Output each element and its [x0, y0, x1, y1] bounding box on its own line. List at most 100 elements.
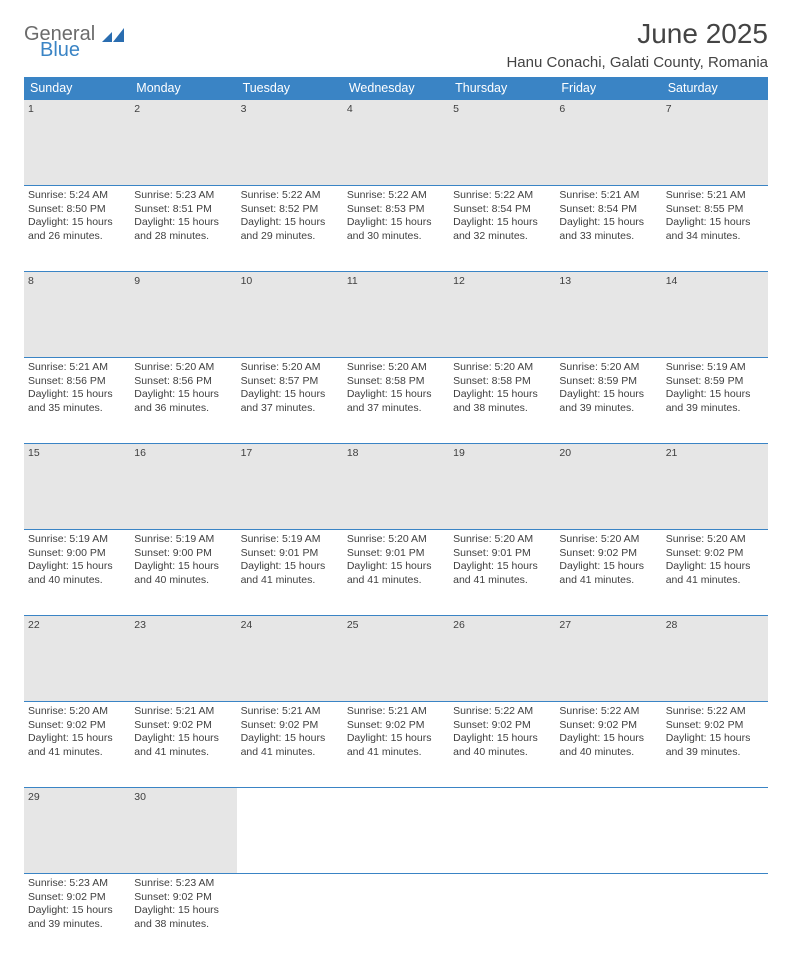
- day-detail-cell: Sunrise: 5:20 AMSunset: 9:02 PMDaylight:…: [24, 702, 130, 788]
- daylight-line: Daylight: 15 hours and 39 minutes.: [559, 388, 657, 415]
- weekday-header: Monday: [130, 77, 236, 100]
- sunrise-line: Sunrise: 5:20 AM: [559, 361, 657, 375]
- weekday-header-row: SundayMondayTuesdayWednesdayThursdayFrid…: [24, 77, 768, 100]
- day-number-cell: 9: [130, 272, 236, 358]
- sunset-line: Sunset: 9:02 PM: [241, 719, 339, 733]
- sunrise-line: Sunrise: 5:24 AM: [28, 189, 126, 203]
- sunset-line: Sunset: 9:00 PM: [28, 547, 126, 561]
- day-detail-cell: Sunrise: 5:20 AMSunset: 9:01 PMDaylight:…: [449, 530, 555, 616]
- sunset-line: Sunset: 9:01 PM: [347, 547, 445, 561]
- daylight-line: Daylight: 15 hours and 26 minutes.: [28, 216, 126, 243]
- sunrise-line: Sunrise: 5:21 AM: [28, 361, 126, 375]
- day-number-cell: 2: [130, 100, 236, 186]
- day-number-cell: 14: [662, 272, 768, 358]
- day-detail-cell: Sunrise: 5:21 AMSunset: 9:02 PMDaylight:…: [343, 702, 449, 788]
- month-title: June 2025: [506, 18, 768, 50]
- daylight-line: Daylight: 15 hours and 41 minutes.: [347, 732, 445, 759]
- weekday-header: Sunday: [24, 77, 130, 100]
- sunset-line: Sunset: 9:02 PM: [28, 891, 126, 905]
- daylight-line: Daylight: 15 hours and 41 minutes.: [28, 732, 126, 759]
- day-detail-cell: Sunrise: 5:23 AMSunset: 8:51 PMDaylight:…: [130, 186, 236, 272]
- day-detail-cell: [343, 874, 449, 960]
- day-number-cell: [343, 788, 449, 874]
- daylight-line: Daylight: 15 hours and 40 minutes.: [28, 560, 126, 587]
- day-detail-cell: Sunrise: 5:22 AMSunset: 8:53 PMDaylight:…: [343, 186, 449, 272]
- sunset-line: Sunset: 9:02 PM: [559, 547, 657, 561]
- day-detail-cell: [449, 874, 555, 960]
- daylight-line: Daylight: 15 hours and 41 minutes.: [347, 560, 445, 587]
- day-number-row: 1234567: [24, 100, 768, 186]
- sunrise-line: Sunrise: 5:19 AM: [28, 533, 126, 547]
- day-number-cell: [237, 788, 343, 874]
- sunset-line: Sunset: 8:58 PM: [347, 375, 445, 389]
- sunset-line: Sunset: 9:02 PM: [134, 719, 232, 733]
- sunset-line: Sunset: 9:02 PM: [559, 719, 657, 733]
- sunrise-line: Sunrise: 5:22 AM: [347, 189, 445, 203]
- sunrise-line: Sunrise: 5:20 AM: [134, 361, 232, 375]
- day-detail-cell: Sunrise: 5:23 AMSunset: 9:02 PMDaylight:…: [24, 874, 130, 960]
- day-detail-cell: Sunrise: 5:20 AMSunset: 8:59 PMDaylight:…: [555, 358, 661, 444]
- daylight-line: Daylight: 15 hours and 39 minutes.: [666, 388, 764, 415]
- weekday-header: Thursday: [449, 77, 555, 100]
- sunset-line: Sunset: 8:50 PM: [28, 203, 126, 217]
- day-number-cell: 29: [24, 788, 130, 874]
- day-number-cell: 1: [24, 100, 130, 186]
- sunset-line: Sunset: 8:54 PM: [559, 203, 657, 217]
- day-detail-cell: Sunrise: 5:22 AMSunset: 9:02 PMDaylight:…: [449, 702, 555, 788]
- sunset-line: Sunset: 9:02 PM: [453, 719, 551, 733]
- daylight-line: Daylight: 15 hours and 41 minutes.: [134, 732, 232, 759]
- sunrise-line: Sunrise: 5:20 AM: [347, 533, 445, 547]
- sunrise-line: Sunrise: 5:19 AM: [241, 533, 339, 547]
- day-number-cell: [555, 788, 661, 874]
- day-number-cell: 19: [449, 444, 555, 530]
- daylight-line: Daylight: 15 hours and 41 minutes.: [241, 732, 339, 759]
- day-detail-cell: Sunrise: 5:23 AMSunset: 9:02 PMDaylight:…: [130, 874, 236, 960]
- day-number-cell: 11: [343, 272, 449, 358]
- sunrise-line: Sunrise: 5:23 AM: [28, 877, 126, 891]
- sunrise-line: Sunrise: 5:21 AM: [347, 705, 445, 719]
- sunrise-line: Sunrise: 5:21 AM: [666, 189, 764, 203]
- day-detail-cell: [662, 874, 768, 960]
- sunset-line: Sunset: 9:02 PM: [666, 547, 764, 561]
- sunset-line: Sunset: 8:58 PM: [453, 375, 551, 389]
- day-number-cell: 17: [237, 444, 343, 530]
- daylight-line: Daylight: 15 hours and 33 minutes.: [559, 216, 657, 243]
- day-detail-cell: [555, 874, 661, 960]
- sunset-line: Sunset: 8:55 PM: [666, 203, 764, 217]
- daylight-line: Daylight: 15 hours and 29 minutes.: [241, 216, 339, 243]
- sunrise-line: Sunrise: 5:22 AM: [241, 189, 339, 203]
- weekday-header: Saturday: [662, 77, 768, 100]
- day-number-cell: [449, 788, 555, 874]
- sunrise-line: Sunrise: 5:20 AM: [347, 361, 445, 375]
- day-detail-cell: Sunrise: 5:20 AMSunset: 9:02 PMDaylight:…: [662, 530, 768, 616]
- day-detail-cell: Sunrise: 5:22 AMSunset: 9:02 PMDaylight:…: [555, 702, 661, 788]
- daylight-line: Daylight: 15 hours and 39 minutes.: [28, 904, 126, 931]
- day-number-cell: 4: [343, 100, 449, 186]
- header: General Blue June 2025 Hanu Conachi, Gal…: [24, 18, 768, 71]
- day-number-cell: 6: [555, 100, 661, 186]
- daylight-line: Daylight: 15 hours and 41 minutes.: [241, 560, 339, 587]
- day-number-cell: 22: [24, 616, 130, 702]
- sunset-line: Sunset: 9:01 PM: [453, 547, 551, 561]
- day-detail-cell: [237, 874, 343, 960]
- daylight-line: Daylight: 15 hours and 40 minutes.: [134, 560, 232, 587]
- location-subtitle: Hanu Conachi, Galati County, Romania: [506, 54, 768, 71]
- sunrise-line: Sunrise: 5:20 AM: [666, 533, 764, 547]
- sunset-line: Sunset: 8:56 PM: [28, 375, 126, 389]
- sunrise-line: Sunrise: 5:20 AM: [453, 533, 551, 547]
- day-number-cell: 15: [24, 444, 130, 530]
- day-number-row: 2930: [24, 788, 768, 874]
- day-number-cell: 25: [343, 616, 449, 702]
- day-detail-cell: Sunrise: 5:21 AMSunset: 8:55 PMDaylight:…: [662, 186, 768, 272]
- day-detail-cell: Sunrise: 5:20 AMSunset: 8:57 PMDaylight:…: [237, 358, 343, 444]
- logo-flag-icon: [102, 28, 124, 44]
- day-detail-cell: Sunrise: 5:20 AMSunset: 9:02 PMDaylight:…: [555, 530, 661, 616]
- daylight-line: Daylight: 15 hours and 37 minutes.: [241, 388, 339, 415]
- day-detail-row: Sunrise: 5:20 AMSunset: 9:02 PMDaylight:…: [24, 702, 768, 788]
- sunset-line: Sunset: 9:02 PM: [134, 891, 232, 905]
- sunrise-line: Sunrise: 5:22 AM: [453, 705, 551, 719]
- day-number-cell: 10: [237, 272, 343, 358]
- daylight-line: Daylight: 15 hours and 38 minutes.: [134, 904, 232, 931]
- daylight-line: Daylight: 15 hours and 40 minutes.: [453, 732, 551, 759]
- sunrise-line: Sunrise: 5:20 AM: [559, 533, 657, 547]
